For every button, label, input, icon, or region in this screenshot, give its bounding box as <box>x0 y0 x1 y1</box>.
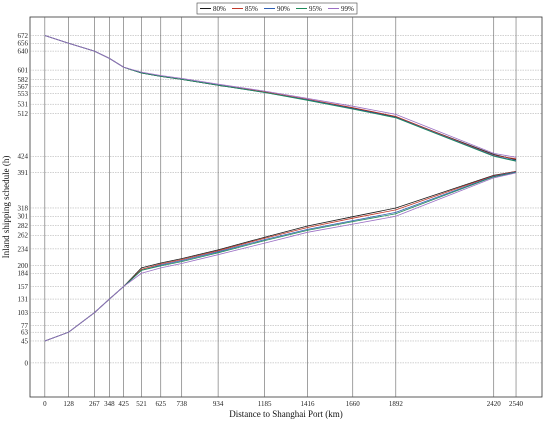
y-tick-label: 77 <box>21 322 29 330</box>
y-tick-label: 103 <box>18 309 29 317</box>
x-tick-labels: 0 128 267 348 425 521 625 738 934 1185 1416 1660 189… <box>43 400 523 408</box>
y-tick-label: 531 <box>18 101 29 109</box>
y-tick-label: 601 <box>18 67 29 75</box>
x-tick-label: 425 <box>118 400 129 408</box>
x-tick-label: 1185 <box>258 400 272 408</box>
y-gridlines <box>30 35 542 364</box>
y-tick-label: 200 <box>18 262 29 270</box>
series-lines <box>44 35 517 342</box>
y-tick-label: 262 <box>18 232 29 240</box>
x-tick-label: 521 <box>136 400 147 408</box>
y-tick-label: 234 <box>18 245 29 253</box>
y-tick-label: 63 <box>21 329 29 337</box>
legend-label: 85% <box>245 5 258 13</box>
x-tick-label: 267 <box>89 400 100 408</box>
x-axis-label: Distance to Shanghai Port (km) <box>229 409 342 419</box>
y-axis-label: Inland shipping schedule (h) <box>1 156 11 259</box>
x-tick-label: 128 <box>63 400 74 408</box>
y-tick-label: 567 <box>18 83 29 91</box>
legend-label: 90% <box>277 5 290 13</box>
x-tick-label: 934 <box>213 400 224 408</box>
y-tick-label: 282 <box>18 222 29 230</box>
y-tick-label: 424 <box>18 153 29 161</box>
x-tick-label: 738 <box>176 400 187 408</box>
legend-label: 80% <box>213 5 226 13</box>
plot-area <box>29 16 543 398</box>
series-line <box>44 172 517 342</box>
y-tick-label: 656 <box>18 40 29 48</box>
legend-box <box>196 2 358 15</box>
x-tick-label: 2420 <box>487 400 502 408</box>
x-gridlines <box>44 17 517 397</box>
legend-label: 99% <box>341 5 354 13</box>
y-tick-label: 672 <box>18 32 29 40</box>
x-tick-label: 348 <box>104 400 115 408</box>
x-tick-label: 1416 <box>301 400 316 408</box>
y-tick-label: 512 <box>18 110 29 118</box>
y-tick-label: 0 <box>25 359 29 367</box>
y-tick-label: 318 <box>18 204 29 212</box>
x-tick-label: 1660 <box>346 400 361 408</box>
legend: 80% 85% 90% 95% 99% <box>196 2 358 15</box>
y-tick-label: 301 <box>18 213 29 221</box>
y-tick-label: 45 <box>21 337 29 345</box>
y-tick-label: 553 <box>18 90 29 98</box>
y-tick-label: 184 <box>18 270 29 278</box>
series-line <box>44 35 517 158</box>
x-tick-label: 0 <box>43 400 47 408</box>
y-tick-label: 131 <box>18 295 29 303</box>
y-tick-label: 582 <box>18 76 29 84</box>
y-tick-label: 391 <box>18 169 29 177</box>
y-tick-label: 640 <box>18 48 29 56</box>
x-tick-label: 625 <box>156 400 167 408</box>
x-tick-label: 2540 <box>509 400 524 408</box>
legend-label: 95% <box>309 5 322 13</box>
x-tick-label: 1892 <box>389 400 404 408</box>
y-tick-label: 157 <box>18 283 29 291</box>
